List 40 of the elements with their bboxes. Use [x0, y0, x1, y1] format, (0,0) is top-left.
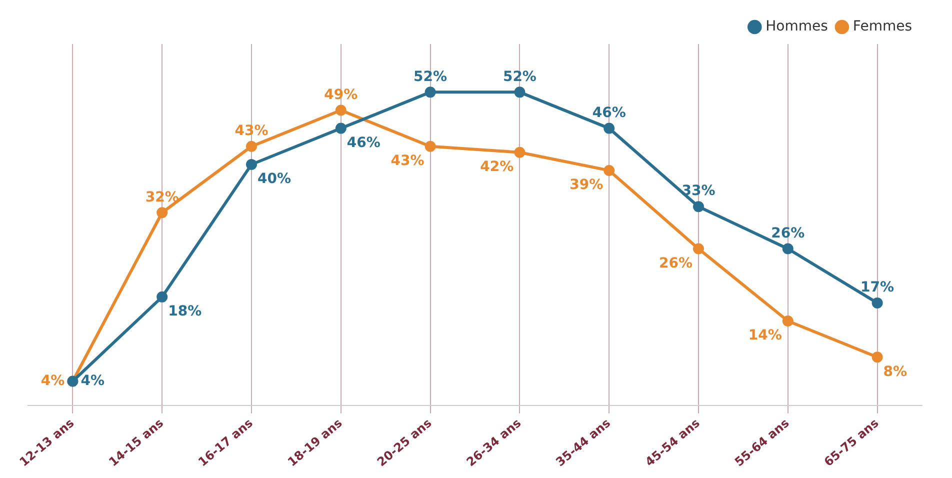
data-label: 43% [390, 153, 424, 170]
data-label: 33% [682, 183, 716, 200]
data-label: 32% [145, 189, 179, 206]
data-label: 46% [346, 134, 380, 151]
legend-label: Hommes [766, 18, 828, 35]
data-label: 26% [658, 255, 692, 272]
point [156, 291, 168, 302]
point [872, 297, 883, 308]
point [604, 122, 615, 134]
data-label: 46% [592, 104, 626, 121]
data-label: 49% [324, 86, 358, 103]
data-label: 43% [234, 123, 268, 140]
point [782, 243, 794, 254]
data-label: 14% [748, 328, 782, 344]
point [335, 104, 346, 116]
data-label: 40% [258, 171, 292, 188]
data-label: 26% [771, 225, 805, 242]
point [782, 316, 794, 327]
point [693, 243, 704, 254]
data-label: 18% [168, 304, 202, 320]
data-label: 4% [40, 372, 65, 389]
point [514, 146, 526, 158]
point [604, 164, 615, 176]
data-label: 39% [570, 177, 604, 194]
data-label: 52% [414, 68, 448, 85]
data-label: 4% [80, 372, 104, 389]
point [335, 122, 346, 134]
point [156, 207, 168, 218]
point [424, 86, 436, 98]
point [872, 352, 883, 363]
data-label: 17% [860, 280, 894, 296]
data-label: 8% [883, 364, 908, 380]
data-label: 42% [480, 159, 514, 176]
point [424, 140, 436, 152]
point [693, 201, 704, 212]
data-label: 52% [502, 68, 536, 85]
legend-label: Femmes [852, 18, 912, 35]
point [514, 86, 526, 98]
point [246, 158, 257, 170]
point [246, 140, 257, 152]
